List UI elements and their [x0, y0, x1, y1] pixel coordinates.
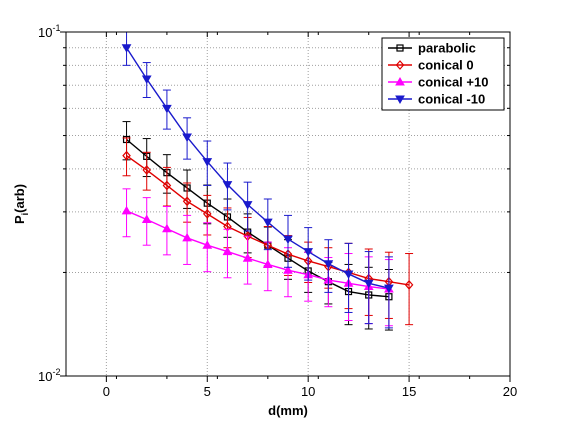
data-point: [384, 284, 394, 294]
plot-frame: [65, 31, 511, 377]
series-layer: [121, 31, 414, 331]
legend-label: parabolic: [418, 41, 476, 56]
legend: parabolic conical 0 conical +10 conical -10: [381, 37, 505, 111]
x-tick-label: 20: [503, 384, 517, 399]
y-axis-title-main: P: [12, 215, 27, 224]
data-point: [122, 150, 131, 161]
y-tick-label: 10-2: [38, 367, 60, 384]
y-tick-label-exp: -1: [52, 23, 60, 33]
legend-swatch-marker: [395, 95, 405, 105]
data-point: [303, 248, 314, 257]
data-point: [283, 265, 293, 274]
x-axis-title: d(mm): [268, 403, 308, 418]
y-axis-title-sub: i: [20, 213, 30, 216]
data-point: [162, 180, 172, 191]
x-tick-label: 15: [402, 384, 416, 399]
data-point: [283, 235, 293, 245]
data-point: [222, 246, 233, 256]
legend-swatch-marker: [395, 76, 405, 86]
y-axis-title-tail: (arb): [12, 184, 27, 213]
data-point: [363, 279, 374, 289]
data-point: [121, 205, 132, 215]
y-tick-label-exp: -2: [52, 367, 60, 377]
legend-entry: conical -10: [388, 92, 485, 107]
data-point: [202, 240, 213, 249]
y-axis-title: Pi(arb): [12, 184, 30, 224]
y-tick-label-base: 10: [38, 369, 52, 384]
data-point: [222, 181, 233, 190]
data-point: [121, 44, 132, 53]
x-tick-label: 5: [204, 384, 211, 399]
data-point: [323, 260, 334, 269]
data-point: [182, 232, 192, 242]
data-point: [242, 201, 253, 210]
series-conical-10: [121, 31, 394, 329]
data-point: [262, 218, 273, 228]
data-point: [162, 104, 172, 114]
data-point: [182, 196, 192, 207]
legend-label: conical +10: [418, 75, 488, 90]
legend-swatch-marker: [396, 44, 404, 52]
y-tick-label: 10-1: [38, 23, 60, 40]
y-tick-label-base: 10: [38, 25, 52, 40]
data-point: [202, 158, 213, 167]
legend-label: conical 0: [418, 58, 474, 73]
data-point: [182, 133, 192, 143]
data-point: [343, 270, 354, 279]
data-point: [141, 214, 152, 224]
legend-entry: conical +10: [388, 75, 488, 90]
data-point: [162, 223, 172, 233]
legend-entry: conical 0: [388, 58, 474, 73]
legend-label: conical -10: [418, 92, 485, 107]
data-point: [242, 253, 253, 262]
legend-swatch-marker: [395, 60, 405, 70]
data-point: [262, 259, 273, 268]
x-tick-label: 10: [301, 384, 315, 399]
data-point: [141, 75, 152, 85]
x-tick-label: 0: [103, 384, 110, 399]
legend-entry: parabolic: [388, 41, 476, 56]
data-point: [202, 208, 212, 219]
data-point: [404, 279, 414, 290]
data-point: [142, 165, 152, 175]
